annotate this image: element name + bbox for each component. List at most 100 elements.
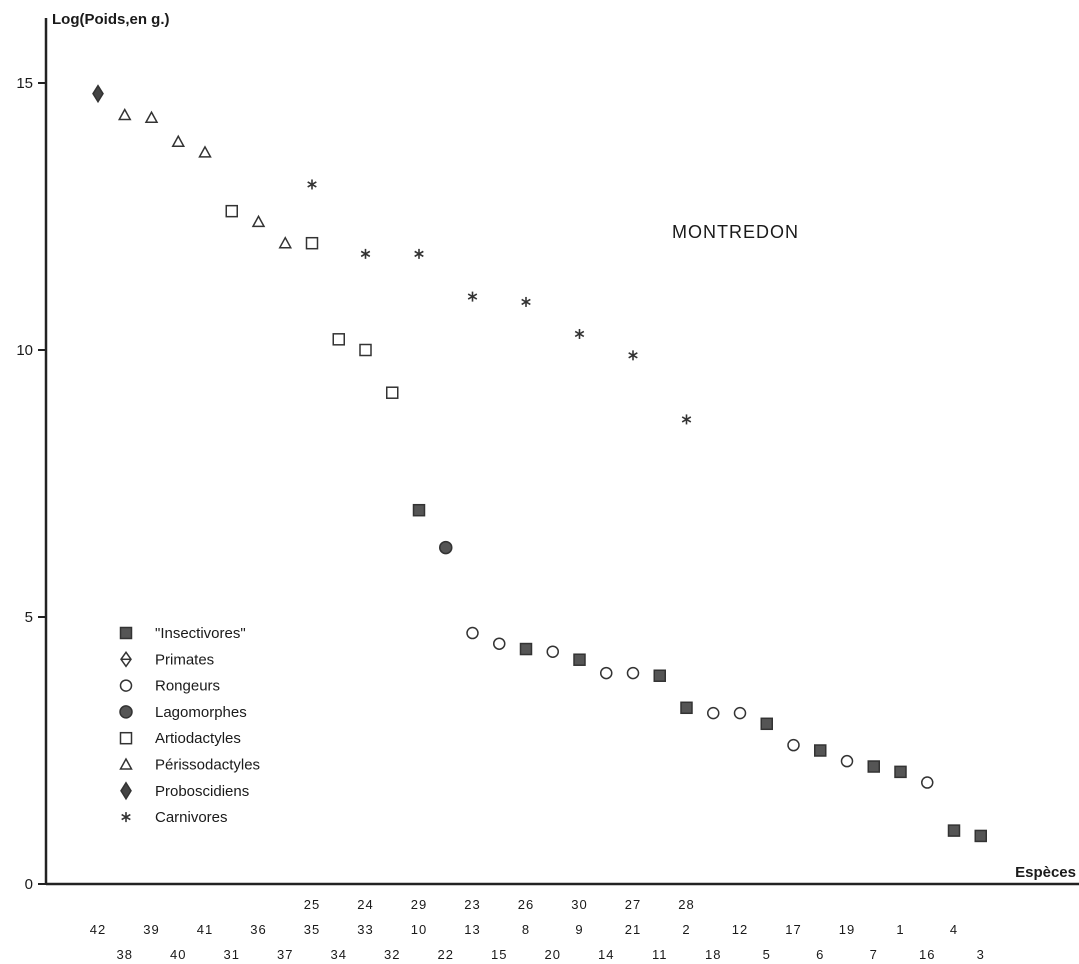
species-label: 13: [464, 922, 480, 937]
species-label: 2: [682, 922, 690, 937]
point-asterisk-30: [574, 328, 585, 339]
species-label: 22: [438, 947, 454, 962]
point-open-circle-12: [733, 706, 747, 720]
point-open-triangle-40: [171, 134, 186, 147]
point-filled-square-6: [814, 744, 827, 757]
legend-marker-filled-square: [119, 626, 133, 640]
y-ticks: 0 5 10 15: [16, 75, 46, 893]
point-asterisk-27: [628, 350, 638, 361]
point-filled-square-9: [573, 653, 586, 666]
point-open-triangle-39: [144, 110, 159, 123]
point-open-circle-20: [546, 645, 559, 658]
point-open-circle-14: [600, 666, 613, 680]
species-label: 24: [357, 897, 373, 912]
legend-entry: Carnivores: [155, 809, 228, 826]
legend-entry: Rongeurs: [155, 678, 220, 695]
species-label: 33: [357, 922, 373, 937]
legend-marker-half-diamond: [120, 651, 132, 668]
species-label: 6: [816, 947, 824, 962]
point-open-circle-17: [787, 738, 800, 752]
legend-entry: "Insectivores": [155, 625, 246, 642]
legend-entry: Proboscidiens: [155, 783, 249, 800]
legend-entry: Primates: [155, 651, 214, 668]
y-tick-label: 10: [16, 342, 33, 359]
point-open-circle-18: [707, 706, 720, 720]
species-label: 10: [411, 922, 427, 937]
legend-entry: Périssodactyles: [155, 757, 260, 774]
point-filled-square-7: [867, 760, 880, 773]
species-label: 15: [491, 947, 507, 962]
point-filled-square-26: [519, 642, 533, 656]
point-asterisk-10: [414, 248, 424, 259]
point-asterisk-13: [467, 291, 478, 302]
species-label: 12: [732, 922, 748, 937]
point-asterisk-24: [360, 248, 371, 259]
point-open-circle-23: [466, 626, 479, 640]
point-filled-square-2: [680, 701, 693, 715]
species-label: 9: [575, 922, 583, 937]
point-asterisk-28: [681, 414, 692, 425]
legend-entry: Artiodactyles: [155, 730, 241, 747]
y-tick-label: 0: [25, 876, 33, 893]
species-label: 5: [763, 947, 771, 962]
point-asterisk-8: [521, 296, 531, 307]
point-asterisk-25: [307, 179, 317, 190]
species-label: 38: [117, 947, 133, 962]
point-open-square-33: [359, 343, 372, 357]
point-open-circle-16: [921, 776, 934, 789]
species-label: 28: [678, 897, 694, 912]
species-label: 32: [384, 947, 400, 962]
point-filled-circle-22: [439, 540, 453, 555]
legend-marker-open-square: [119, 731, 133, 745]
point-open-square-34: [332, 333, 345, 346]
chart-annotation: MONTREDON: [672, 222, 799, 242]
species-label: 39: [143, 922, 159, 937]
species-label: 41: [197, 922, 213, 937]
species-label: 36: [250, 922, 266, 937]
point-filled-diamond-42: [92, 84, 104, 104]
species-label: 35: [304, 922, 320, 937]
point-filled-square-3: [974, 829, 987, 843]
species-label: 30: [571, 897, 587, 912]
data-points: [92, 84, 987, 843]
point-filled-square-5: [760, 717, 773, 731]
species-label: 37: [277, 947, 293, 962]
species-label: 16: [919, 947, 935, 962]
species-label: 25: [304, 897, 320, 912]
legend-marker-filled-diamond: [120, 781, 132, 801]
species-label: 20: [545, 947, 561, 962]
point-filled-square-1: [894, 765, 907, 779]
species-label: 3: [977, 947, 985, 962]
legend-marker-open-circle: [119, 679, 133, 692]
species-label: 21: [625, 922, 641, 937]
species-label: 40: [170, 947, 186, 962]
y-axis-label: Log(Poids,en g.): [52, 11, 170, 28]
point-open-square-31: [225, 204, 238, 218]
point-filled-square-29: [412, 503, 426, 517]
species-label: 34: [331, 947, 347, 962]
species-label: 18: [705, 947, 721, 962]
point-open-circle-19: [840, 754, 854, 768]
legend-marker-open-triangle: [119, 757, 133, 770]
point-open-triangle-38: [117, 107, 132, 121]
point-filled-square-11: [653, 669, 666, 682]
species-label: 4: [950, 922, 958, 937]
species-label: 26: [518, 897, 534, 912]
species-label: 29: [411, 897, 427, 912]
species-label: 1: [896, 922, 904, 937]
species-label: 8: [522, 922, 530, 937]
species-label: 42: [90, 922, 106, 937]
point-filled-square-4: [947, 824, 961, 837]
species-label: 7: [870, 947, 878, 962]
y-tick-label: 5: [25, 609, 33, 626]
point-open-circle-15: [493, 637, 506, 650]
species-label: 19: [839, 922, 855, 937]
point-open-triangle-36: [251, 214, 266, 228]
legend: "Insectivores" Primates Rongeurs Lagomorphe…: [119, 625, 260, 826]
species-label: 27: [625, 897, 641, 912]
species-label: 14: [598, 947, 614, 962]
legend-entry: Lagomorphes: [155, 704, 247, 721]
y-tick-label: 15: [16, 75, 33, 92]
